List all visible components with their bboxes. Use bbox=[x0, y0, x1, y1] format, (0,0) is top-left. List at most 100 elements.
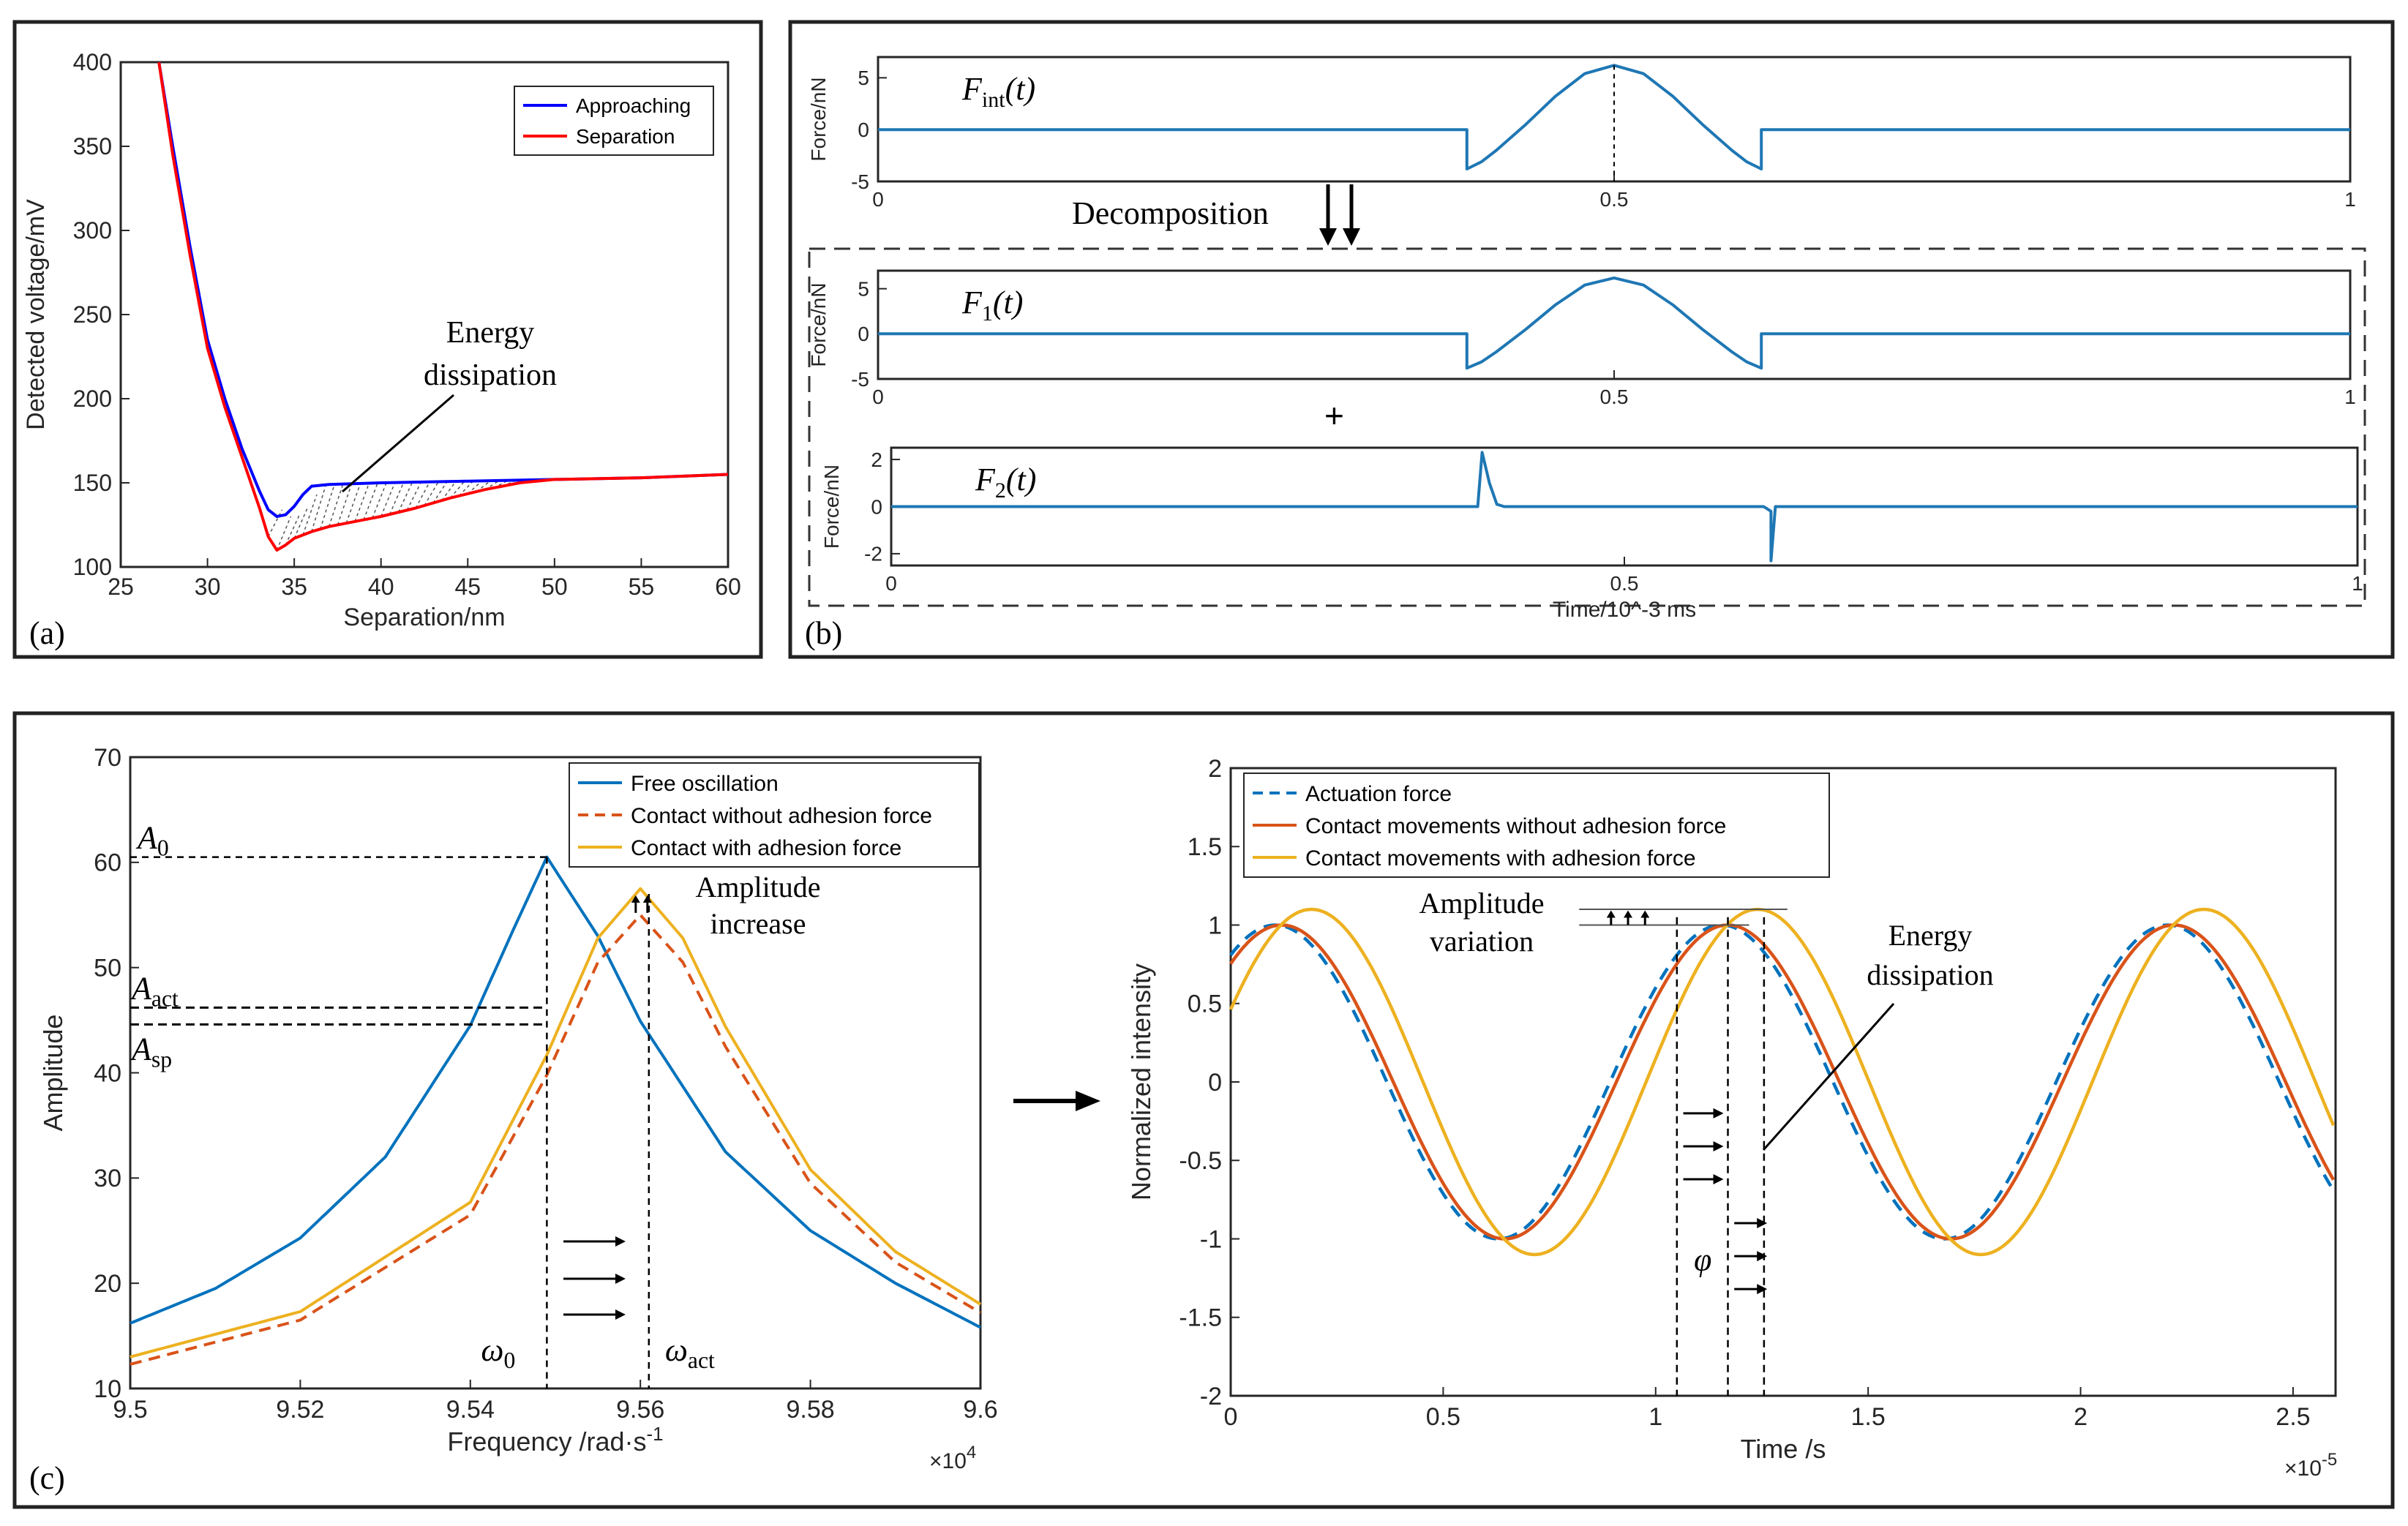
dissipation-hatch bbox=[424, 481, 439, 506]
plot-frame bbox=[877, 269, 2352, 380]
dissipation-hatch bbox=[319, 485, 335, 530]
dissipation-hatch bbox=[363, 483, 378, 520]
x-multiplier-exponent: -5 bbox=[2322, 1450, 2337, 1470]
x-axis-label: Time /s bbox=[1741, 1434, 1826, 1464]
x-tick-label: 9.56 bbox=[616, 1396, 664, 1424]
charts-layer: 25 30 35 40 45 50 55 60100150200250300350400Det… bbox=[22, 49, 2363, 1481]
x-tick-label: 1 bbox=[1649, 1403, 1662, 1431]
y-tick-label: 60 bbox=[94, 849, 121, 877]
transition-arrow bbox=[1013, 1091, 1100, 1111]
x-tick-label: 0.5 bbox=[1610, 572, 1639, 595]
x-axis-label: Separation/nm bbox=[343, 604, 505, 631]
annotation-arrowhead bbox=[1757, 1284, 1768, 1295]
legend-label: Approaching bbox=[576, 94, 691, 117]
y-axis-label: Force/nN bbox=[820, 465, 843, 549]
x-tick-label: 2.5 bbox=[2276, 1403, 2310, 1431]
legend-box bbox=[569, 762, 980, 868]
x-tick-label: 25 bbox=[108, 574, 134, 600]
y-tick-label: 5 bbox=[858, 67, 869, 89]
annotation-symbol-base: A bbox=[130, 970, 152, 1006]
x-tick-label: 0 bbox=[1224, 1403, 1238, 1431]
legend-label: Contact movements with adhesion force bbox=[1305, 846, 1696, 871]
y-tick-label: 100 bbox=[73, 554, 112, 580]
x-tick-label: 9.52 bbox=[276, 1396, 324, 1424]
x-tick-label: 9.6 bbox=[963, 1396, 997, 1424]
title-subscript: int bbox=[982, 88, 1005, 112]
annotation-arrowhead bbox=[1757, 1251, 1768, 1262]
annotation-symbol: Aact bbox=[130, 970, 179, 1011]
panel-b-label: (b) bbox=[805, 615, 842, 651]
x-tick-label: 0 bbox=[872, 188, 884, 211]
x-tick-label: 60 bbox=[715, 574, 741, 600]
annotation-phi: φ bbox=[1694, 1241, 1711, 1277]
annotation-text: variation bbox=[1430, 925, 1534, 958]
annotation-arrowhead bbox=[1713, 1173, 1724, 1184]
annotation-arrowhead bbox=[1713, 1140, 1724, 1151]
x-tick-label: 0 bbox=[885, 572, 897, 595]
dissipation-hatch bbox=[415, 481, 430, 508]
x-multiplier: ×10-5 bbox=[2284, 1450, 2337, 1481]
annotation-arrowhead bbox=[615, 1309, 626, 1320]
annotation-text: Amplitude bbox=[1419, 887, 1544, 920]
x-tick-label: 0 bbox=[872, 386, 884, 408]
title-subscript: 1 bbox=[982, 301, 993, 326]
y-tick-label: 20 bbox=[94, 1270, 121, 1298]
y-tick-label: 2 bbox=[871, 448, 882, 471]
x-multiplier: ×104 bbox=[929, 1443, 976, 1473]
panel-c-frame bbox=[12, 711, 2395, 1509]
dissipation-hatch bbox=[406, 481, 421, 511]
chart-a: 25 30 35 40 45 50 55 60 100 150 200 250 300 350 400 Det… bbox=[22, 49, 741, 631]
annotation-arrowhead bbox=[631, 895, 640, 903]
y-axis-label: Force/nN bbox=[807, 282, 830, 367]
annotation-arrowhead bbox=[615, 1274, 626, 1284]
decomposition-label: Decomposition bbox=[1072, 195, 1269, 231]
annotation-symbol: ω0 bbox=[481, 1332, 515, 1373]
y-tick-label: -1.5 bbox=[1179, 1304, 1222, 1332]
x-tick-label: 30 bbox=[195, 574, 221, 600]
panel-title: F_1(t)F1(t) bbox=[961, 285, 1023, 326]
panel-title: F_int(t)Fint(t) bbox=[961, 71, 1035, 112]
annotation-text: increase bbox=[710, 907, 806, 940]
x-axis-label-superscript: -1 bbox=[646, 1423, 663, 1445]
panel-a-label: (a) bbox=[29, 615, 65, 651]
annotation-arrowhead bbox=[1624, 910, 1633, 918]
y-tick-label: 30 bbox=[94, 1165, 121, 1192]
dissipation-hatch bbox=[345, 484, 361, 524]
dissipation-hatch bbox=[311, 486, 326, 532]
chart-c-left: 9.5 9.52 9.54 9.56 9.58 9.610203040506070Ampl… bbox=[38, 744, 998, 1473]
x-tick-label: 0.5 bbox=[1600, 386, 1629, 408]
series-1 bbox=[1229, 923, 2336, 1241]
dissipation-hatch bbox=[302, 494, 318, 535]
title-symbol: F bbox=[961, 285, 983, 320]
x-axis-label-text: Time/10^-3 ms bbox=[1553, 598, 1696, 622]
x-tick-label: 9.5 bbox=[113, 1396, 147, 1424]
y-axis-label: Detected voltage/mV bbox=[22, 199, 50, 430]
legend-box bbox=[514, 86, 714, 156]
x-axis-label-text: Frequency /rad·s bbox=[447, 1427, 646, 1457]
y-axis-label: Normalized intensity bbox=[1126, 963, 1156, 1200]
annotation-arrowhead bbox=[642, 895, 652, 903]
series-2 bbox=[130, 887, 982, 1358]
x-tick-label: 50 bbox=[541, 574, 568, 600]
annotation-text: Energy bbox=[1888, 919, 1973, 952]
annotation-symbol: A0 bbox=[135, 820, 169, 861]
x-multiplier-exponent: 4 bbox=[967, 1443, 976, 1462]
annotation-symbol-base: ω bbox=[665, 1332, 688, 1368]
x-tick-label: 1 bbox=[2344, 188, 2356, 211]
y-tick-label: 0 bbox=[871, 495, 882, 518]
legend-label: Separation bbox=[576, 125, 675, 148]
annotation-symbol-subscript: act bbox=[688, 1348, 715, 1373]
annotation-symbol-subscript: act bbox=[151, 985, 179, 1011]
y-tick-label: 0 bbox=[858, 323, 869, 345]
panel-c-label: (c) bbox=[29, 1460, 65, 1496]
y-tick-label: 0 bbox=[1208, 1069, 1222, 1097]
dissipation-hatch bbox=[276, 516, 292, 551]
title-subscript: 2 bbox=[995, 478, 1006, 503]
annotation-symbol: ωact bbox=[665, 1332, 715, 1373]
annotation-arrowhead bbox=[1713, 1108, 1724, 1119]
y-tick-label: 350 bbox=[73, 133, 112, 159]
annotation-leader bbox=[1762, 1003, 1895, 1151]
annotation-symbol-subscript: sp bbox=[151, 1046, 172, 1072]
